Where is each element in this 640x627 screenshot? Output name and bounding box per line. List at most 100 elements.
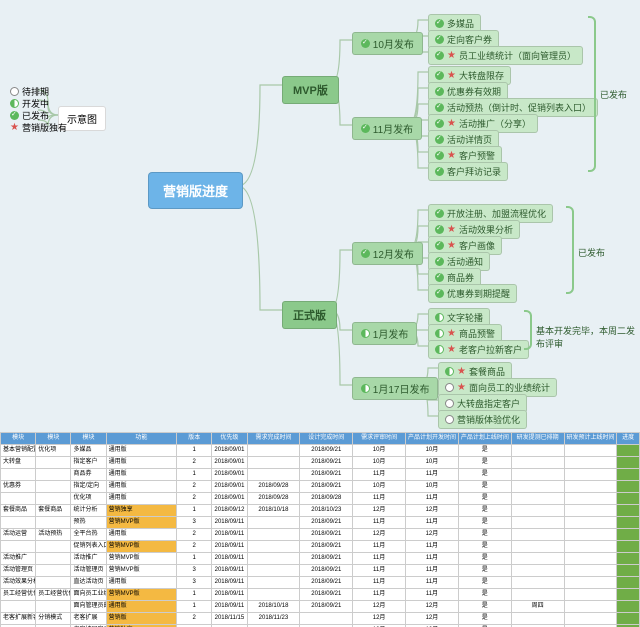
data-table: 模块模块模块功能版本优先级需求完成时间设计完成时间需求评审时间产品计划开发时间产… — [0, 432, 640, 627]
table-cell — [1, 541, 36, 553]
sub-node[interactable]: 10月发布 — [352, 32, 423, 55]
table-cell: 1 — [177, 589, 212, 601]
table-cell: 2018/09/11 — [212, 541, 247, 553]
table-cell — [36, 457, 71, 469]
table-cell — [300, 613, 353, 625]
table-cell: 全平台热 — [71, 529, 106, 541]
star-icon — [447, 70, 456, 81]
table-cell: 2018/09/21 — [300, 565, 353, 577]
table-cell — [511, 493, 564, 505]
table-cell — [617, 529, 640, 541]
table-cell: 活动推广 — [1, 553, 36, 565]
table-cell — [247, 457, 300, 469]
table-cell — [617, 601, 640, 613]
branch-node[interactable]: 正式版 — [282, 301, 337, 329]
table-cell: 活动管理页 — [71, 565, 106, 577]
table-body: 基本营销配置优化项多媒品通用版12018/09/012018/09/2110月1… — [1, 445, 640, 627]
leaf-label: 活动推广（分享） — [459, 117, 531, 130]
table-header-cell: 设计完成时间 — [300, 433, 353, 445]
table-cell: 11月 — [406, 565, 459, 577]
branch-node[interactable]: MVP版 — [282, 76, 339, 104]
check-icon — [435, 225, 444, 234]
table-cell — [36, 565, 71, 577]
table-cell: 优化项 — [36, 445, 71, 457]
mindmap-canvas: 示意图 待排期开发中已发布营销版独有 营销版进度 MVP版 10月发布多媒品定向… — [0, 0, 640, 432]
table-cell — [511, 577, 564, 589]
table-cell: 是 — [458, 517, 511, 529]
table-cell — [36, 577, 71, 589]
table-cell: 11月 — [406, 493, 459, 505]
half-icon — [10, 99, 19, 108]
root-node[interactable]: 营销版进度 — [148, 172, 243, 209]
table-cell — [511, 589, 564, 601]
table-cell: 通用版 — [106, 457, 176, 469]
table-cell: 11月 — [406, 541, 459, 553]
star-icon — [447, 118, 456, 129]
table-cell: 大转盘 — [1, 457, 36, 469]
table-cell — [511, 529, 564, 541]
table-cell: 2018/09/21 — [300, 589, 353, 601]
table-cell: 1 — [177, 469, 212, 481]
table-cell — [1, 469, 36, 481]
table-cell: 2 — [177, 541, 212, 553]
table-cell: 11月 — [406, 589, 459, 601]
table-cell: 营销版 — [106, 613, 176, 625]
table-cell — [564, 577, 617, 589]
leaf-node[interactable]: 客户拜访记录 — [428, 162, 508, 181]
leaf-label: 客户画像 — [459, 239, 495, 252]
table-cell: 分销模式 — [36, 613, 71, 625]
table-cell: 面向管理员的业绩统计 — [71, 601, 106, 613]
table-cell — [617, 457, 640, 469]
table-cell: 活动管理页 — [1, 565, 36, 577]
table-cell — [36, 601, 71, 613]
table-cell — [617, 589, 640, 601]
table-cell: 营销独享 — [106, 505, 176, 517]
leaf-node[interactable]: 营销版体验优化 — [438, 410, 527, 429]
table-cell: 是 — [458, 457, 511, 469]
table-cell: 是 — [458, 493, 511, 505]
data-table-area: 模块模块模块功能版本优先级需求完成时间设计完成时间需求评审时间产品计划开发时间产… — [0, 432, 640, 627]
table-cell: 2018/09/11 — [212, 517, 247, 529]
table-cell: 指定/定向 — [71, 481, 106, 493]
check-icon — [435, 71, 444, 80]
table-cell: 是 — [458, 481, 511, 493]
star-icon — [10, 122, 19, 133]
leaf-node[interactable]: 员工业绩统计（面向管理员） — [428, 46, 583, 65]
table-cell — [511, 457, 564, 469]
sub-node[interactable]: 11月发布 — [352, 117, 422, 140]
table-cell: 通用版 — [106, 445, 176, 457]
star-icon — [447, 50, 456, 61]
leaf-label: 优惠券有效期 — [447, 85, 501, 98]
table-cell: 3 — [177, 517, 212, 529]
table-cell: 周四 — [511, 601, 564, 613]
table-header-row: 模块模块模块功能版本优先级需求完成时间设计完成时间需求评审时间产品计划开发时间产… — [1, 433, 640, 445]
table-cell — [564, 469, 617, 481]
table-cell: 通用版 — [106, 481, 176, 493]
table-cell — [247, 589, 300, 601]
table-cell — [617, 541, 640, 553]
table-cell: 多媒品 — [71, 445, 106, 457]
leaf-label: 大转盘限存 — [459, 69, 504, 82]
sub-node[interactable]: 12月发布 — [352, 242, 423, 265]
table-cell: 指定客户 — [71, 457, 106, 469]
table-cell — [564, 541, 617, 553]
table-cell: 老客扩展 — [71, 613, 106, 625]
table-cell: 优惠券 — [1, 481, 36, 493]
table-row: 面向管理员的业绩统计通用版12018/09/112018/10/182018/0… — [1, 601, 640, 613]
table-cell: 2018/09/11 — [212, 577, 247, 589]
table-cell — [36, 481, 71, 493]
table-cell: 2018/09/21 — [300, 553, 353, 565]
table-cell — [247, 553, 300, 565]
table-cell: 12月 — [406, 601, 459, 613]
sub-node[interactable]: 1月发布 — [352, 322, 417, 345]
star-icon — [447, 344, 456, 355]
table-row: 老客扩展新客分销模式老客扩展营销版22018/11/152018/11/2312… — [1, 613, 640, 625]
table-cell: 2018/09/11 — [212, 553, 247, 565]
leaf-node[interactable]: 老客户拉新客户 — [428, 340, 529, 359]
leaf-node[interactable]: 优惠券到期提醒 — [428, 284, 517, 303]
bracket-3 — [524, 310, 532, 350]
table-row: 套餐商品套餐商品统计分析营销独享12018/09/122018/10/18201… — [1, 505, 640, 517]
sub-node[interactable]: 1月17日发布 — [352, 377, 438, 400]
table-cell: 2018/09/01 — [212, 481, 247, 493]
table-cell: 2018/11/15 — [212, 613, 247, 625]
